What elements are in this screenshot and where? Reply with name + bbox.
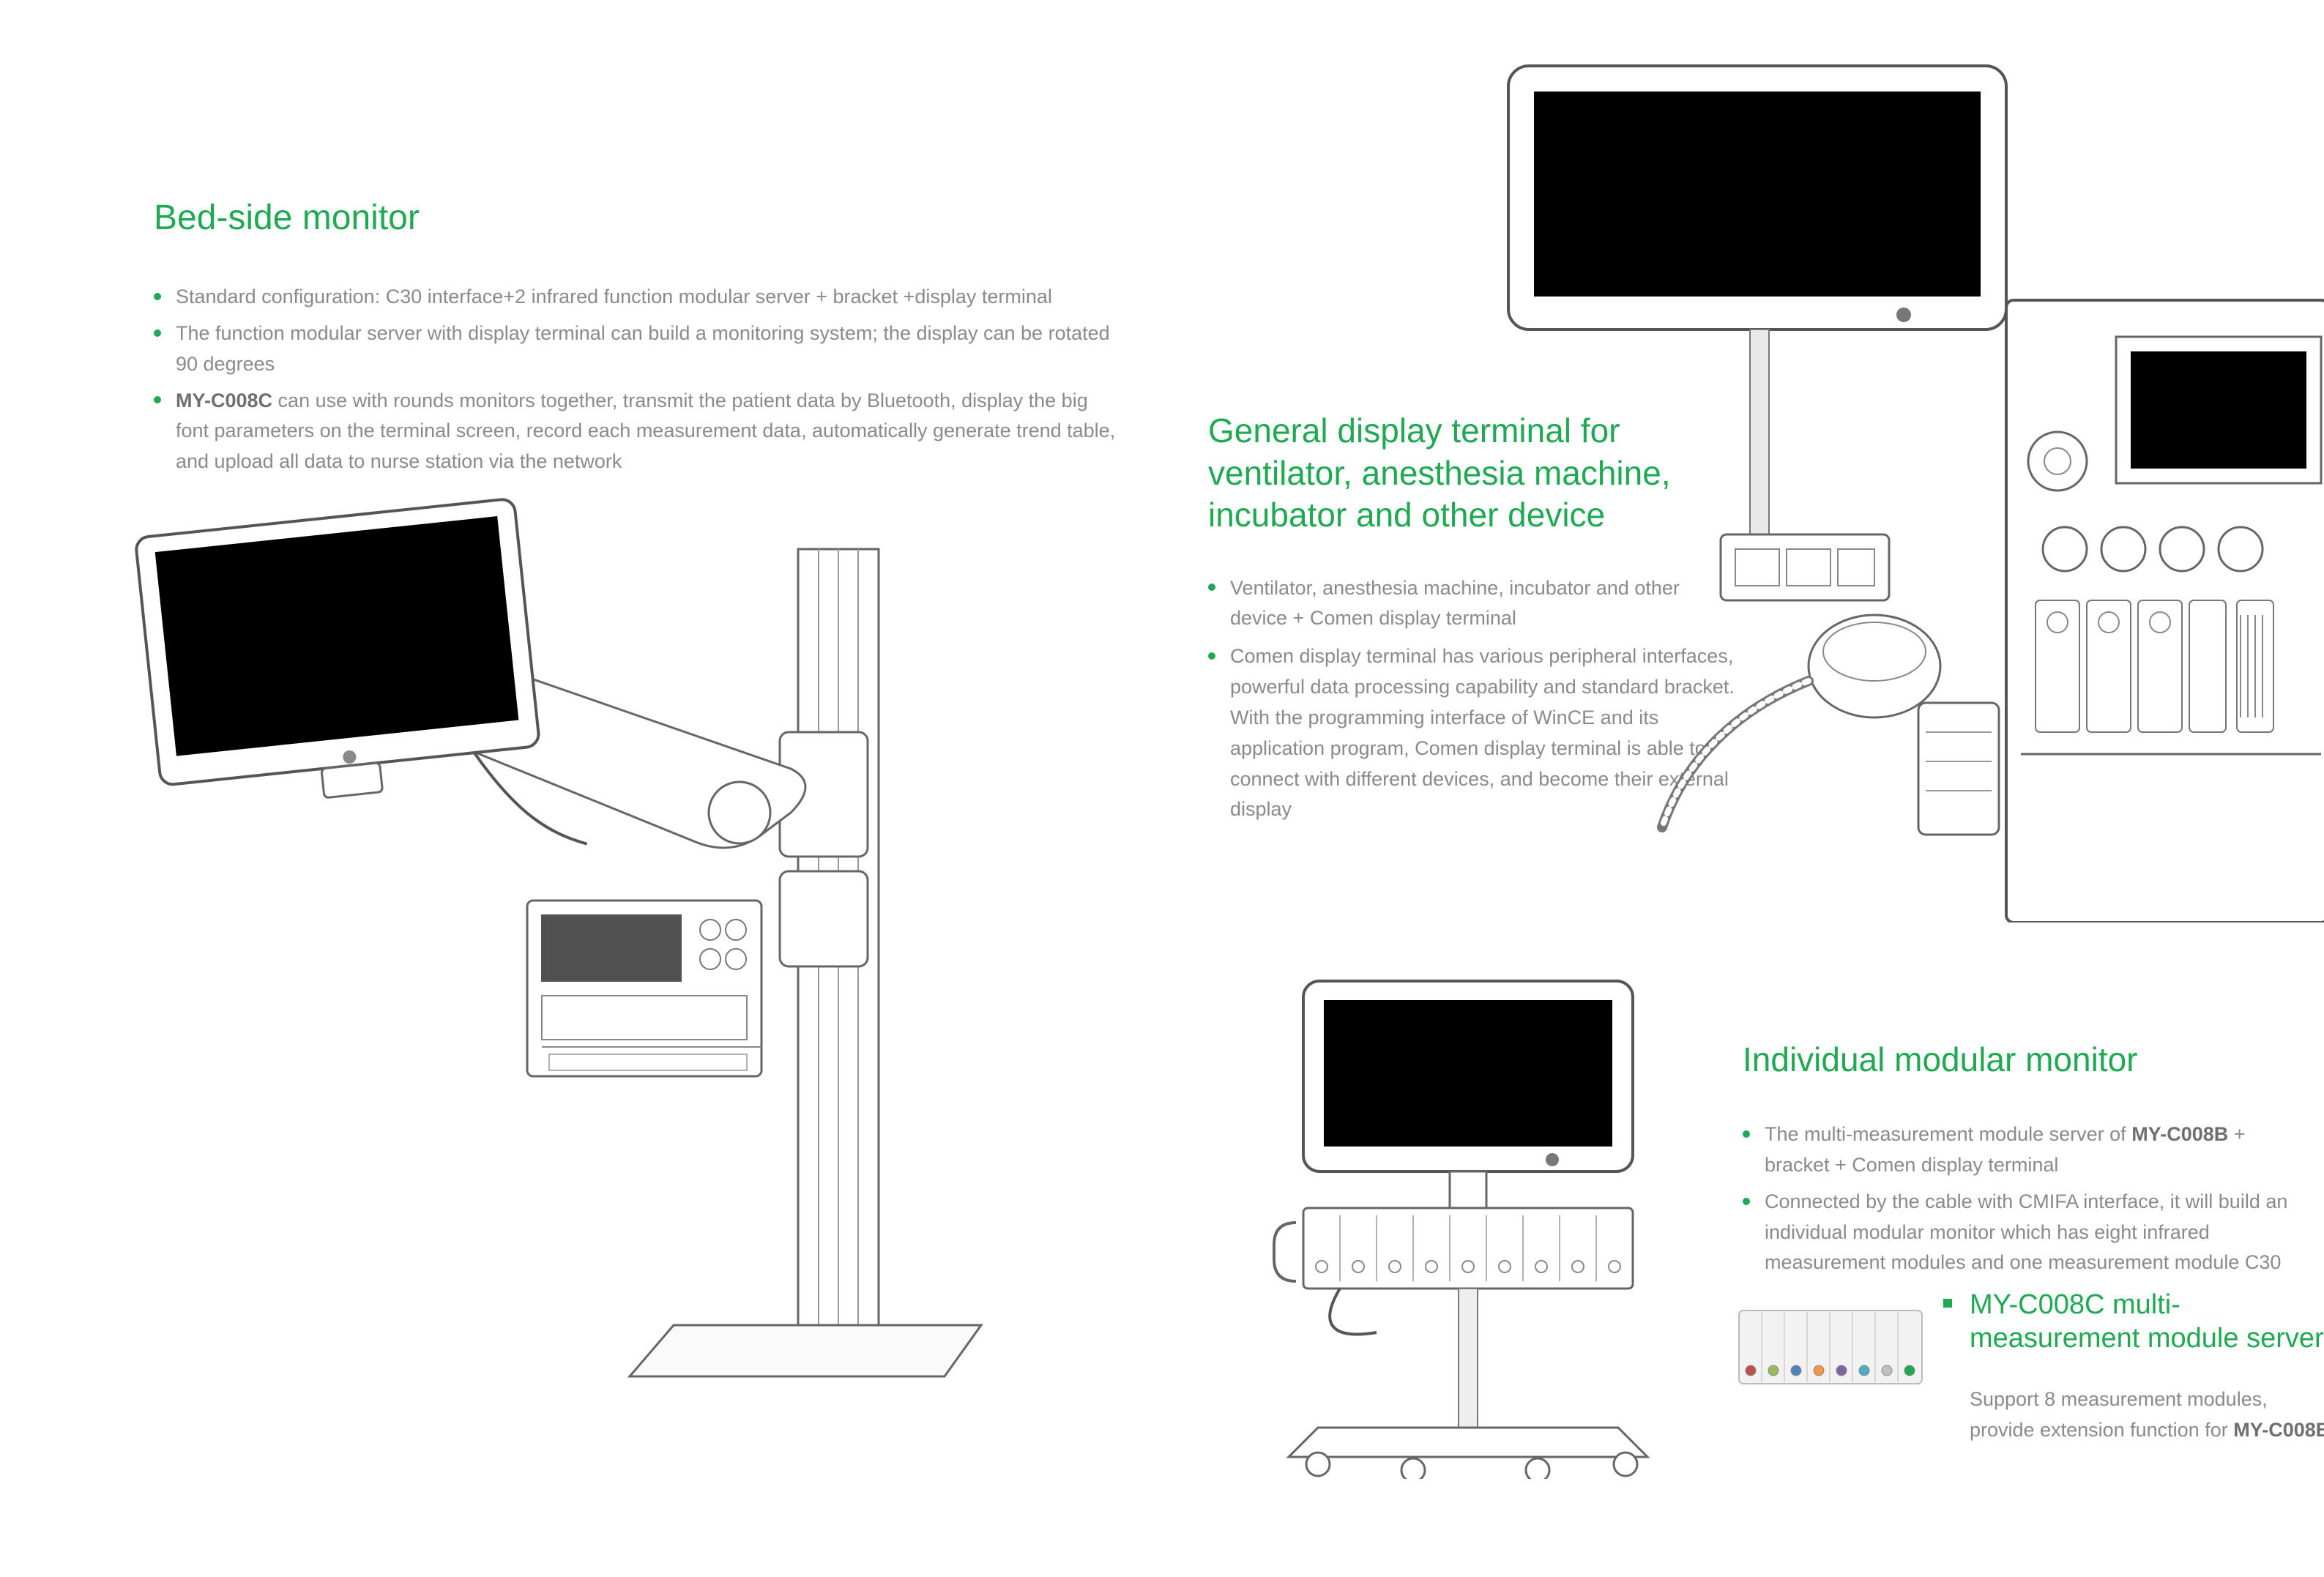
product-code: MY-C008B <box>2131 1123 2228 1145</box>
individual-section: Individual modular monitor The multi-mea… <box>1743 1040 2299 1284</box>
display-terminal <box>1508 66 2006 600</box>
breathing-circuit <box>1662 615 1999 835</box>
individual-bullets: The multi-measurement module server of M… <box>1743 1119 2299 1278</box>
individual-title: Individual modular monitor <box>1743 1040 2299 1079</box>
monitor <box>135 494 587 887</box>
module-server-title: MY-C008C multi-measurement module server <box>1970 1289 2324 1355</box>
ventilator-illustration <box>1479 44 2324 922</box>
bullet-square-icon <box>1943 1299 1952 1308</box>
list-item-text: can use with rounds monitors together, t… <box>176 389 1115 473</box>
product-code: MY-C008B <box>2233 1419 2324 1441</box>
bedside-monitor-illustration <box>117 491 996 1391</box>
module-box <box>527 901 761 1076</box>
product-code: MY-C008C <box>176 389 272 411</box>
bedside-title: Bed-side monitor <box>154 198 1120 238</box>
bedside-bullets: Standard configuration: C30 interface+2 … <box>154 282 1120 477</box>
desc-text: Support 8 measurement modules, provide e… <box>1970 1388 2268 1441</box>
module-server-section: MY-C008C multi-measurement module server… <box>1970 1289 2324 1446</box>
list-item: Standard configuration: C30 interface+2 … <box>154 282 1120 313</box>
module-server-desc: Support 8 measurement modules, provide e… <box>1970 1384 2324 1446</box>
module-server-illustration <box>1735 1303 1926 1398</box>
list-item: MY-C008C can use with rounds monitors to… <box>154 386 1120 478</box>
bedside-section: Bed-side monitor Standard configuration:… <box>154 198 1120 483</box>
modular-monitor-illustration <box>1230 966 1699 1479</box>
list-item: Connected by the cable with CMIFA interf… <box>1743 1187 2299 1279</box>
list-item: The function modular server with display… <box>154 318 1120 380</box>
anesthesia-machine <box>2006 300 2324 922</box>
list-item: The multi-measurement module server of M… <box>1743 1119 2299 1181</box>
